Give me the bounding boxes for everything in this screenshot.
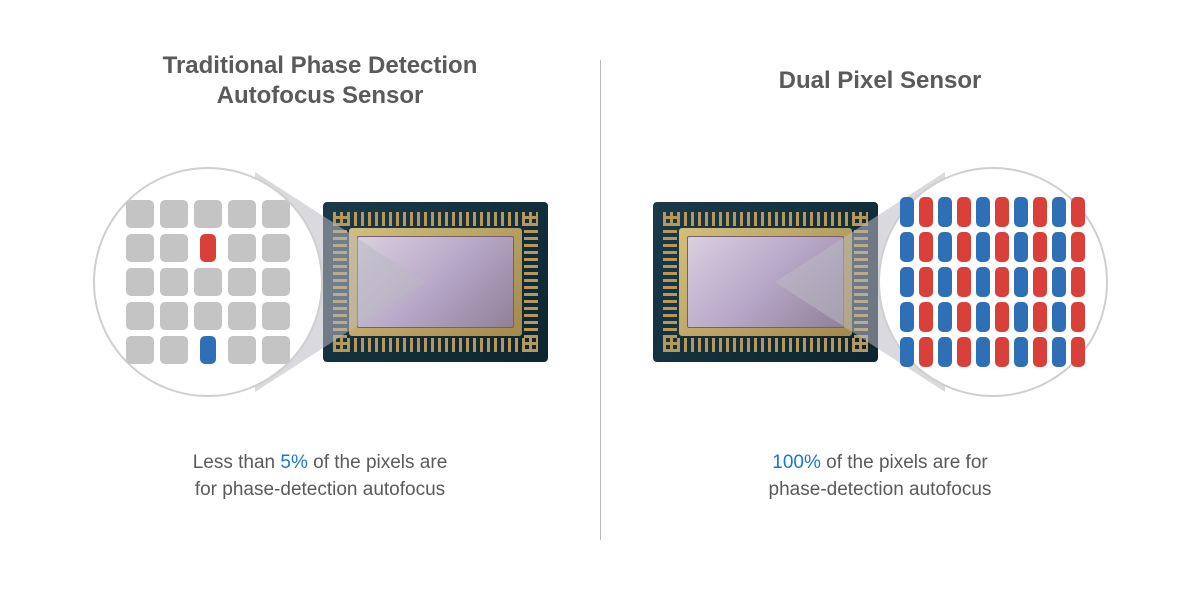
pixel-cell bbox=[1014, 337, 1028, 367]
left-diagram bbox=[60, 142, 580, 422]
pixel-cell bbox=[938, 267, 952, 297]
right-panel: Dual Pixel Sensor 100% of the pixels are… bbox=[600, 50, 1160, 560]
pixel-cell bbox=[995, 337, 1009, 367]
pixel-cell bbox=[1014, 267, 1028, 297]
pixel-cell bbox=[957, 197, 971, 227]
pixel-cell bbox=[228, 268, 256, 296]
pixel-cell bbox=[900, 197, 914, 227]
pixel-cell bbox=[976, 267, 990, 297]
pixel-cell bbox=[900, 302, 914, 332]
pixel-cell bbox=[1052, 232, 1066, 262]
pixel-cell bbox=[1052, 197, 1066, 227]
pixel-cell bbox=[957, 302, 971, 332]
pixel-cell bbox=[938, 197, 952, 227]
pixel-cell bbox=[995, 197, 1009, 227]
pixel-cell bbox=[126, 268, 154, 296]
pixel-cell bbox=[976, 337, 990, 367]
pixel-cell bbox=[160, 336, 188, 364]
pixel-cell bbox=[194, 268, 222, 296]
pixel-cell bbox=[957, 232, 971, 262]
pixel-cell bbox=[1071, 302, 1085, 332]
left-title: Traditional Phase DetectionAutofocus Sen… bbox=[163, 50, 478, 112]
pixel-cell bbox=[900, 337, 914, 367]
right-sensor-chip bbox=[653, 202, 878, 362]
pixel-cell bbox=[1071, 197, 1085, 227]
pixel-cell bbox=[262, 200, 290, 228]
right-title: Dual Pixel Sensor bbox=[779, 50, 982, 112]
pixel-cell bbox=[1014, 232, 1028, 262]
pixel-cell bbox=[1052, 267, 1066, 297]
pixel-cell bbox=[262, 336, 290, 364]
chip-glass bbox=[687, 236, 844, 328]
pixel-cell bbox=[995, 302, 1009, 332]
right-magnifier bbox=[878, 167, 1108, 397]
pixel-cell bbox=[1071, 232, 1085, 262]
pixel-cell bbox=[938, 302, 952, 332]
pixel-cell bbox=[126, 200, 154, 228]
caption-highlight: 100% bbox=[772, 452, 821, 473]
pixel-cell bbox=[957, 267, 971, 297]
pixel-cell bbox=[1033, 232, 1047, 262]
pixel-cell bbox=[900, 267, 914, 297]
pixel-cell bbox=[200, 234, 216, 262]
pixel-cell bbox=[1014, 197, 1028, 227]
pixel-cell bbox=[160, 234, 188, 262]
pixel-cell bbox=[1052, 337, 1066, 367]
caption-highlight: 5% bbox=[280, 452, 307, 473]
pixel-cell bbox=[160, 268, 188, 296]
pixel-cell bbox=[1071, 337, 1085, 367]
pixel-cell bbox=[228, 200, 256, 228]
pixel-cell bbox=[919, 302, 933, 332]
right-caption: 100% of the pixels are forphase-detectio… bbox=[769, 450, 992, 503]
pixel-cell bbox=[126, 336, 154, 364]
pixel-cell bbox=[160, 302, 188, 330]
pixel-cell bbox=[262, 302, 290, 330]
pixel-cell bbox=[995, 267, 1009, 297]
pixel-cell bbox=[919, 267, 933, 297]
left-pixel-grid bbox=[126, 200, 290, 364]
pixel-cell bbox=[228, 336, 256, 364]
pixel-cell bbox=[126, 302, 154, 330]
right-pixel-grid bbox=[900, 197, 1085, 367]
pixel-cell bbox=[1071, 267, 1085, 297]
pixel-cell bbox=[976, 232, 990, 262]
pixel-cell bbox=[919, 232, 933, 262]
left-caption: Less than 5% of the pixels arefor phase-… bbox=[193, 450, 448, 503]
caption-text: Less than bbox=[193, 452, 281, 473]
pixel-cell bbox=[976, 302, 990, 332]
pixel-cell bbox=[228, 234, 256, 262]
pixel-cell bbox=[1014, 302, 1028, 332]
pixel-cell bbox=[194, 302, 222, 330]
pixel-cell bbox=[1033, 337, 1047, 367]
pixel-cell bbox=[228, 302, 256, 330]
chip-glass bbox=[357, 236, 514, 328]
pixel-cell bbox=[938, 232, 952, 262]
pixel-cell bbox=[1033, 197, 1047, 227]
pixel-cell bbox=[200, 336, 216, 364]
pixel-cell bbox=[194, 200, 222, 228]
left-sensor-chip bbox=[323, 202, 548, 362]
pixel-cell bbox=[1033, 267, 1047, 297]
left-panel: Traditional Phase DetectionAutofocus Sen… bbox=[40, 50, 600, 560]
comparison-container: Traditional Phase DetectionAutofocus Sen… bbox=[0, 0, 1200, 600]
pixel-cell bbox=[919, 337, 933, 367]
right-diagram bbox=[620, 142, 1140, 422]
pixel-cell bbox=[957, 337, 971, 367]
pixel-cell bbox=[900, 232, 914, 262]
pixel-cell bbox=[919, 197, 933, 227]
pixel-cell bbox=[995, 232, 1009, 262]
pixel-cell bbox=[126, 234, 154, 262]
pixel-cell bbox=[262, 268, 290, 296]
pixel-cell bbox=[938, 337, 952, 367]
pixel-cell bbox=[1052, 302, 1066, 332]
pixel-cell bbox=[1033, 302, 1047, 332]
pixel-cell bbox=[976, 197, 990, 227]
left-magnifier bbox=[93, 167, 323, 397]
pixel-cell bbox=[160, 200, 188, 228]
pixel-cell bbox=[262, 234, 290, 262]
